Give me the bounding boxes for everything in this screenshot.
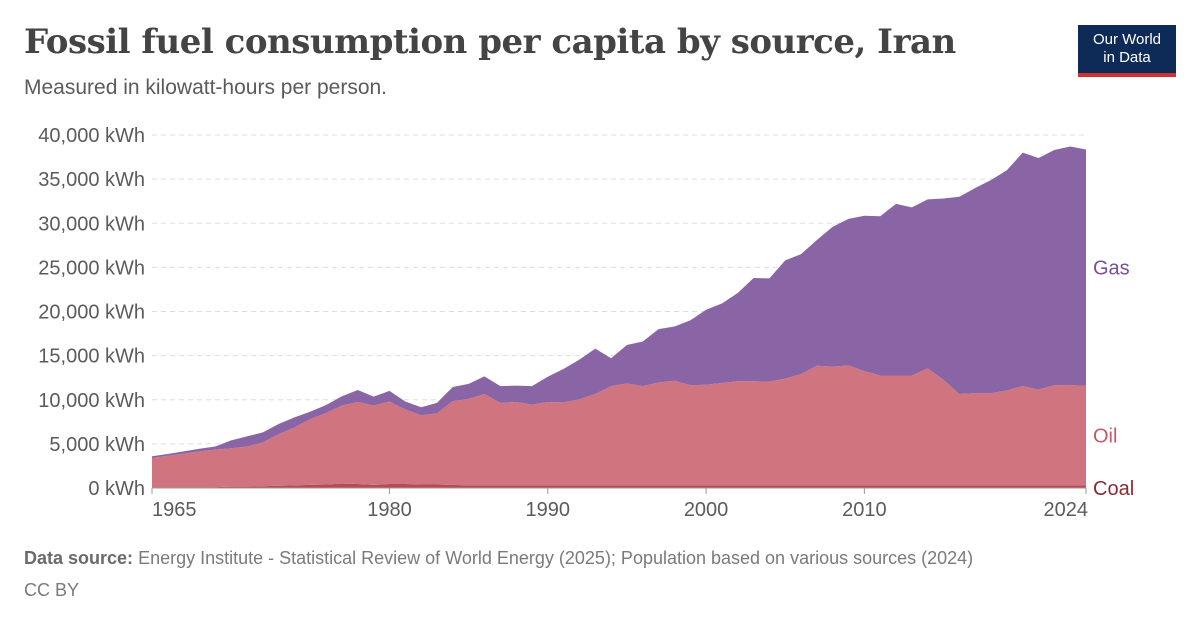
x-tick-label: 1965 <box>152 499 197 521</box>
source-label: Data source: <box>24 548 134 568</box>
chart-title: Fossil fuel consumption per capita by so… <box>24 22 956 62</box>
y-tick-label: 20,000 kWh <box>38 302 145 324</box>
y-tick-label: 40,000 kWh <box>38 125 145 147</box>
series-labels: Coal Oil Gas <box>1093 258 1134 500</box>
x-axis: 1965 1980 1990 2000 2010 2024 <box>151 487 1089 521</box>
logo-line-1: Our World <box>1092 31 1162 48</box>
x-tick-label: 1990 <box>526 499 571 521</box>
owid-logo[interactable]: Our World in Data <box>1078 25 1176 77</box>
gas-series-label: Gas <box>1093 258 1130 280</box>
coal-area[interactable] <box>152 483 1086 488</box>
x-tick-label: 1980 <box>367 499 412 521</box>
y-tick-label: 25,000 kWh <box>38 257 145 279</box>
logo-line-2: in Data <box>1103 49 1151 66</box>
y-axis-tick-labels: 0 kWh 5,000 kWh 10,000 kWh 15,000 kWh 20,000… <box>38 125 145 500</box>
y-tick-label: 0 kWh <box>88 478 145 500</box>
y-tick-label: 5,000 kWh <box>49 434 145 456</box>
gas-area[interactable] <box>152 146 1086 458</box>
x-tick-label: 2010 <box>842 499 887 521</box>
oil-series-label: Oil <box>1093 425 1117 447</box>
y-tick-label: 15,000 kWh <box>38 346 145 368</box>
coal-series-label: Coal <box>1093 478 1134 500</box>
source-text[interactable]: Energy Institute - Statistical Review of… <box>138 548 974 568</box>
y-tick-label: 10,000 kWh <box>38 390 145 412</box>
chart-subtitle: Measured in kilowatt-hours per person. <box>24 76 388 99</box>
y-tick-label: 30,000 kWh <box>38 213 145 235</box>
oil-area[interactable] <box>152 365 1086 488</box>
stacked-areas[interactable] <box>152 146 1086 488</box>
x-tick-label: 2000 <box>684 499 729 521</box>
x-tick-label: 2024 <box>1044 499 1089 521</box>
y-tick-label: 35,000 kWh <box>38 169 145 191</box>
data-source-note: Data source: Energy Institute - Statisti… <box>24 548 973 569</box>
license-note[interactable]: CC BY <box>24 580 80 600</box>
